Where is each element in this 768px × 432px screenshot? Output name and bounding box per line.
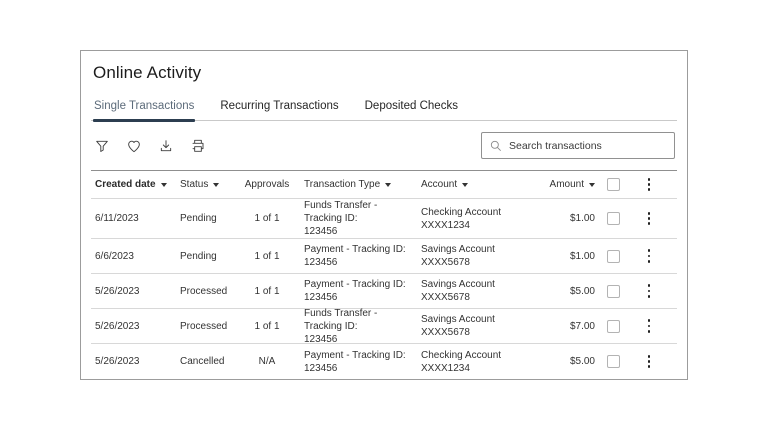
- cell-approvals: 1 of 1: [254, 320, 280, 332]
- header-kebab-menu-icon[interactable]: [642, 175, 657, 194]
- cell-approvals: 1 of 1: [254, 285, 280, 297]
- cell-transaction-type: Payment - Tracking ID: 123456: [304, 244, 406, 268]
- sort-arrow-icon: [462, 182, 469, 187]
- cell-account: Checking Account XXXX1234: [421, 349, 502, 374]
- cell-transaction-type: Funds Transfer - Tracking ID: 123456: [304, 307, 378, 345]
- row-checkbox[interactable]: [606, 319, 620, 333]
- cell-status: Processed: [180, 285, 228, 297]
- row-checkbox[interactable]: [606, 355, 620, 368]
- row-kebab-menu-icon[interactable]: [642, 352, 657, 371]
- cell-status: Cancelled: [180, 356, 225, 367]
- row-checkbox[interactable]: [606, 284, 620, 298]
- cell-transaction-type: Funds Transfer - Tracking ID: 123456: [304, 200, 378, 237]
- column-header-transaction-type[interactable]: Transaction Type: [304, 178, 421, 191]
- row-checkbox[interactable]: [606, 212, 620, 225]
- table-row: 6/6/2023 Pending 1 of 1 Payment - Tracki…: [91, 239, 677, 274]
- download-icon[interactable]: [157, 137, 175, 155]
- transactions-table: Created date Status Approvals Transactio…: [91, 170, 677, 379]
- cell-amount: $7.00: [569, 320, 595, 332]
- sort-arrow-icon: [213, 182, 220, 187]
- row-checkbox[interactable]: [606, 249, 620, 263]
- sort-arrow-icon: [589, 182, 595, 187]
- search-input[interactable]: [509, 139, 667, 152]
- cell-account: Savings Account XXXX5678: [421, 314, 495, 338]
- cell-approvals: 1 of 1: [254, 213, 280, 224]
- cell-account: Savings Account XXXX5678: [421, 244, 495, 268]
- column-header-account[interactable]: Account: [421, 178, 551, 191]
- cell-status: Processed: [180, 320, 228, 332]
- column-header-status[interactable]: Status: [180, 178, 236, 191]
- cell-approvals: N/A: [258, 356, 276, 367]
- table-row: 5/26/2023 Processed 1 of 1 Payment - Tra…: [91, 274, 677, 309]
- column-header-approvals: Approvals: [244, 179, 290, 190]
- tab-deposited-checks[interactable]: Deposited Checks: [364, 100, 458, 112]
- filter-icon[interactable]: [93, 137, 111, 155]
- cell-created-date: 5/26/2023: [95, 356, 140, 367]
- row-kebab-menu-icon[interactable]: [642, 246, 657, 265]
- column-header-created-date[interactable]: Created date: [91, 178, 180, 191]
- search-box[interactable]: [481, 132, 675, 159]
- select-all-checkbox[interactable]: [606, 178, 620, 191]
- row-kebab-menu-icon[interactable]: [642, 316, 657, 335]
- cell-amount: $1.00: [569, 213, 595, 224]
- cell-status: Pending: [180, 213, 217, 224]
- tab-single-transactions[interactable]: Single Transactions: [93, 96, 196, 122]
- table-row: 5/26/2023 Processed 1 of 1 Funds Transfe…: [91, 307, 677, 345]
- cell-approvals: 1 of 1: [254, 250, 280, 262]
- table-header-row: Created date Status Approvals Transactio…: [91, 171, 677, 199]
- toolbar: [91, 121, 677, 170]
- online-activity-panel: Online Activity Single Transactions Recu…: [80, 50, 688, 380]
- row-kebab-menu-icon[interactable]: [642, 209, 657, 228]
- cell-created-date: 5/26/2023: [95, 320, 140, 332]
- cell-transaction-type: Payment - Tracking ID: 123456: [304, 349, 406, 374]
- favorite-heart-icon[interactable]: [125, 137, 143, 155]
- cell-amount: $5.00: [569, 356, 595, 367]
- cell-account: Checking Account XXXX1234: [421, 206, 502, 231]
- sort-arrow-icon: [160, 182, 167, 187]
- cell-created-date: 5/26/2023: [95, 285, 140, 297]
- sort-arrow-icon: [385, 182, 392, 187]
- table-row: 6/11/2023 Pending 1 of 1 Funds Transfer …: [91, 199, 677, 239]
- column-header-amount[interactable]: Amount: [550, 178, 601, 191]
- cell-account: Savings Account XXXX5678: [421, 279, 495, 303]
- cell-amount: $1.00: [569, 250, 595, 262]
- cell-created-date: 6/6/2023: [95, 250, 134, 262]
- cell-created-date: 6/11/2023: [95, 213, 139, 224]
- cell-status: Pending: [180, 250, 217, 262]
- tab-bar: Single Transactions Recurring Transactio…: [91, 96, 677, 122]
- table-row: 5/26/2023 Cancelled N/A Payment - Tracki…: [91, 344, 677, 379]
- tab-recurring-transactions[interactable]: Recurring Transactions: [220, 100, 339, 112]
- print-icon[interactable]: [189, 137, 207, 155]
- cell-amount: $5.00: [569, 285, 595, 297]
- cell-transaction-type: Payment - Tracking ID: 123456: [304, 279, 406, 303]
- search-icon: [490, 140, 501, 151]
- row-kebab-menu-icon[interactable]: [642, 281, 657, 300]
- page-title: Online Activity: [93, 63, 202, 82]
